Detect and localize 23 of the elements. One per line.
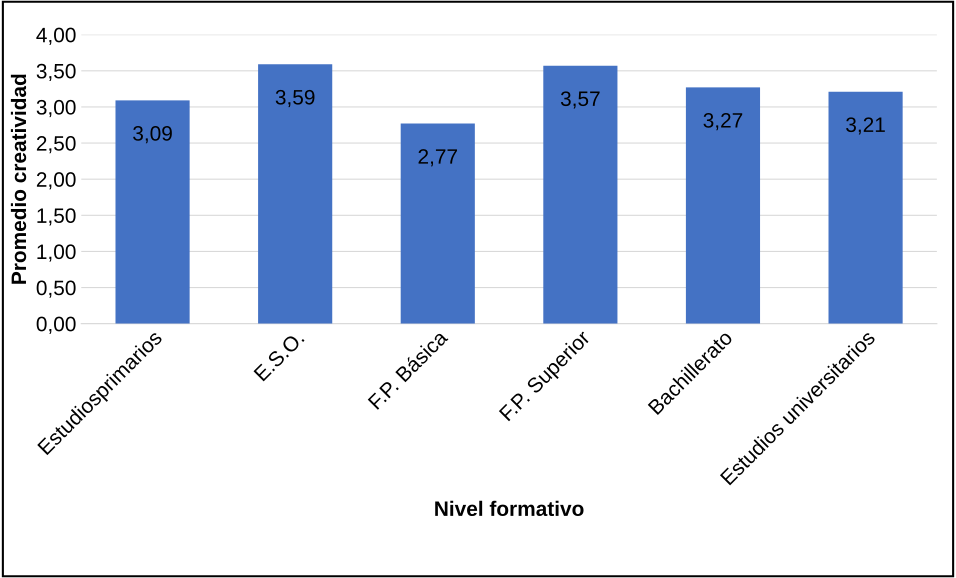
- bar: [258, 64, 332, 324]
- data-label: 3,09: [133, 126, 172, 144]
- y-tick-label: 1,50: [37, 208, 76, 226]
- data-label: 3,27: [703, 112, 742, 130]
- x-axis-title: Nivel formativo: [435, 500, 584, 516]
- y-tick-label: 1,00: [37, 244, 76, 262]
- bar: [400, 124, 475, 324]
- data-label: 3,57: [560, 91, 600, 109]
- bar: [543, 66, 618, 324]
- y-tick-label: 2,00: [36, 172, 76, 190]
- y-tick-label: 0,00: [36, 316, 76, 334]
- y-axis-title: Promedio creatividad: [10, 74, 26, 284]
- data-label: 3,21: [846, 117, 885, 135]
- data-label: 2,77: [418, 149, 457, 166]
- data-label: 3,59: [276, 90, 314, 108]
- y-tick-label: 3,50: [36, 64, 76, 82]
- bar: [828, 92, 903, 324]
- bar: [115, 100, 190, 324]
- y-tick-label: 2,50: [36, 136, 76, 154]
- y-tick-label: 3,00: [36, 100, 76, 118]
- bar: [686, 87, 760, 324]
- y-tick-label: 0,50: [36, 280, 76, 298]
- y-tick-label: 4,00: [36, 28, 76, 45]
